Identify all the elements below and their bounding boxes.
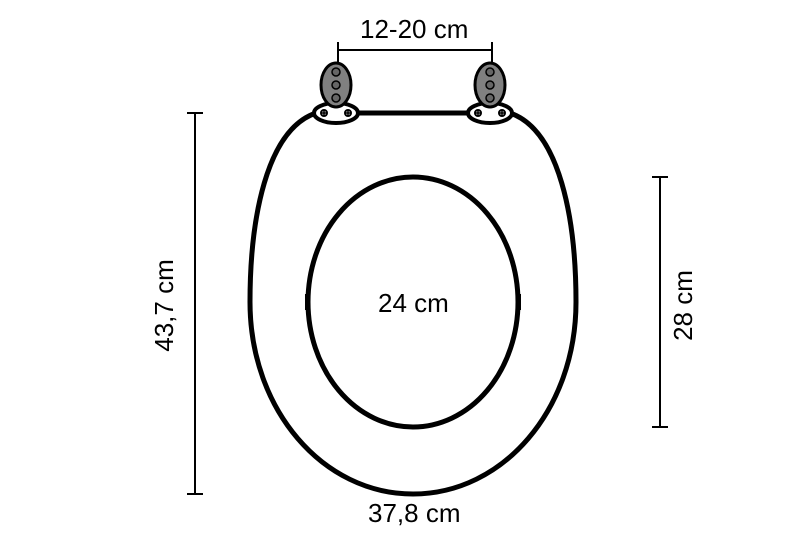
label-outer-width: 37,8 cm	[368, 498, 461, 529]
dim-hole-height	[652, 177, 668, 427]
toilet-seat-diagram-svg	[0, 0, 800, 533]
label-hole-width: 24 cm	[378, 288, 449, 319]
hinge-right	[468, 63, 512, 123]
hinge-left	[314, 63, 358, 123]
dim-outer-height	[187, 113, 203, 494]
label-outer-height: 43,7 cm	[149, 259, 180, 352]
label-hole-height: 28 cm	[668, 270, 699, 341]
dim-hinge-spacing	[338, 42, 492, 63]
label-hinge-spacing: 12-20 cm	[360, 14, 468, 45]
diagram-canvas: 12-20 cm 43,7 cm 24 cm 28 cm 37,8 cm	[0, 0, 800, 533]
